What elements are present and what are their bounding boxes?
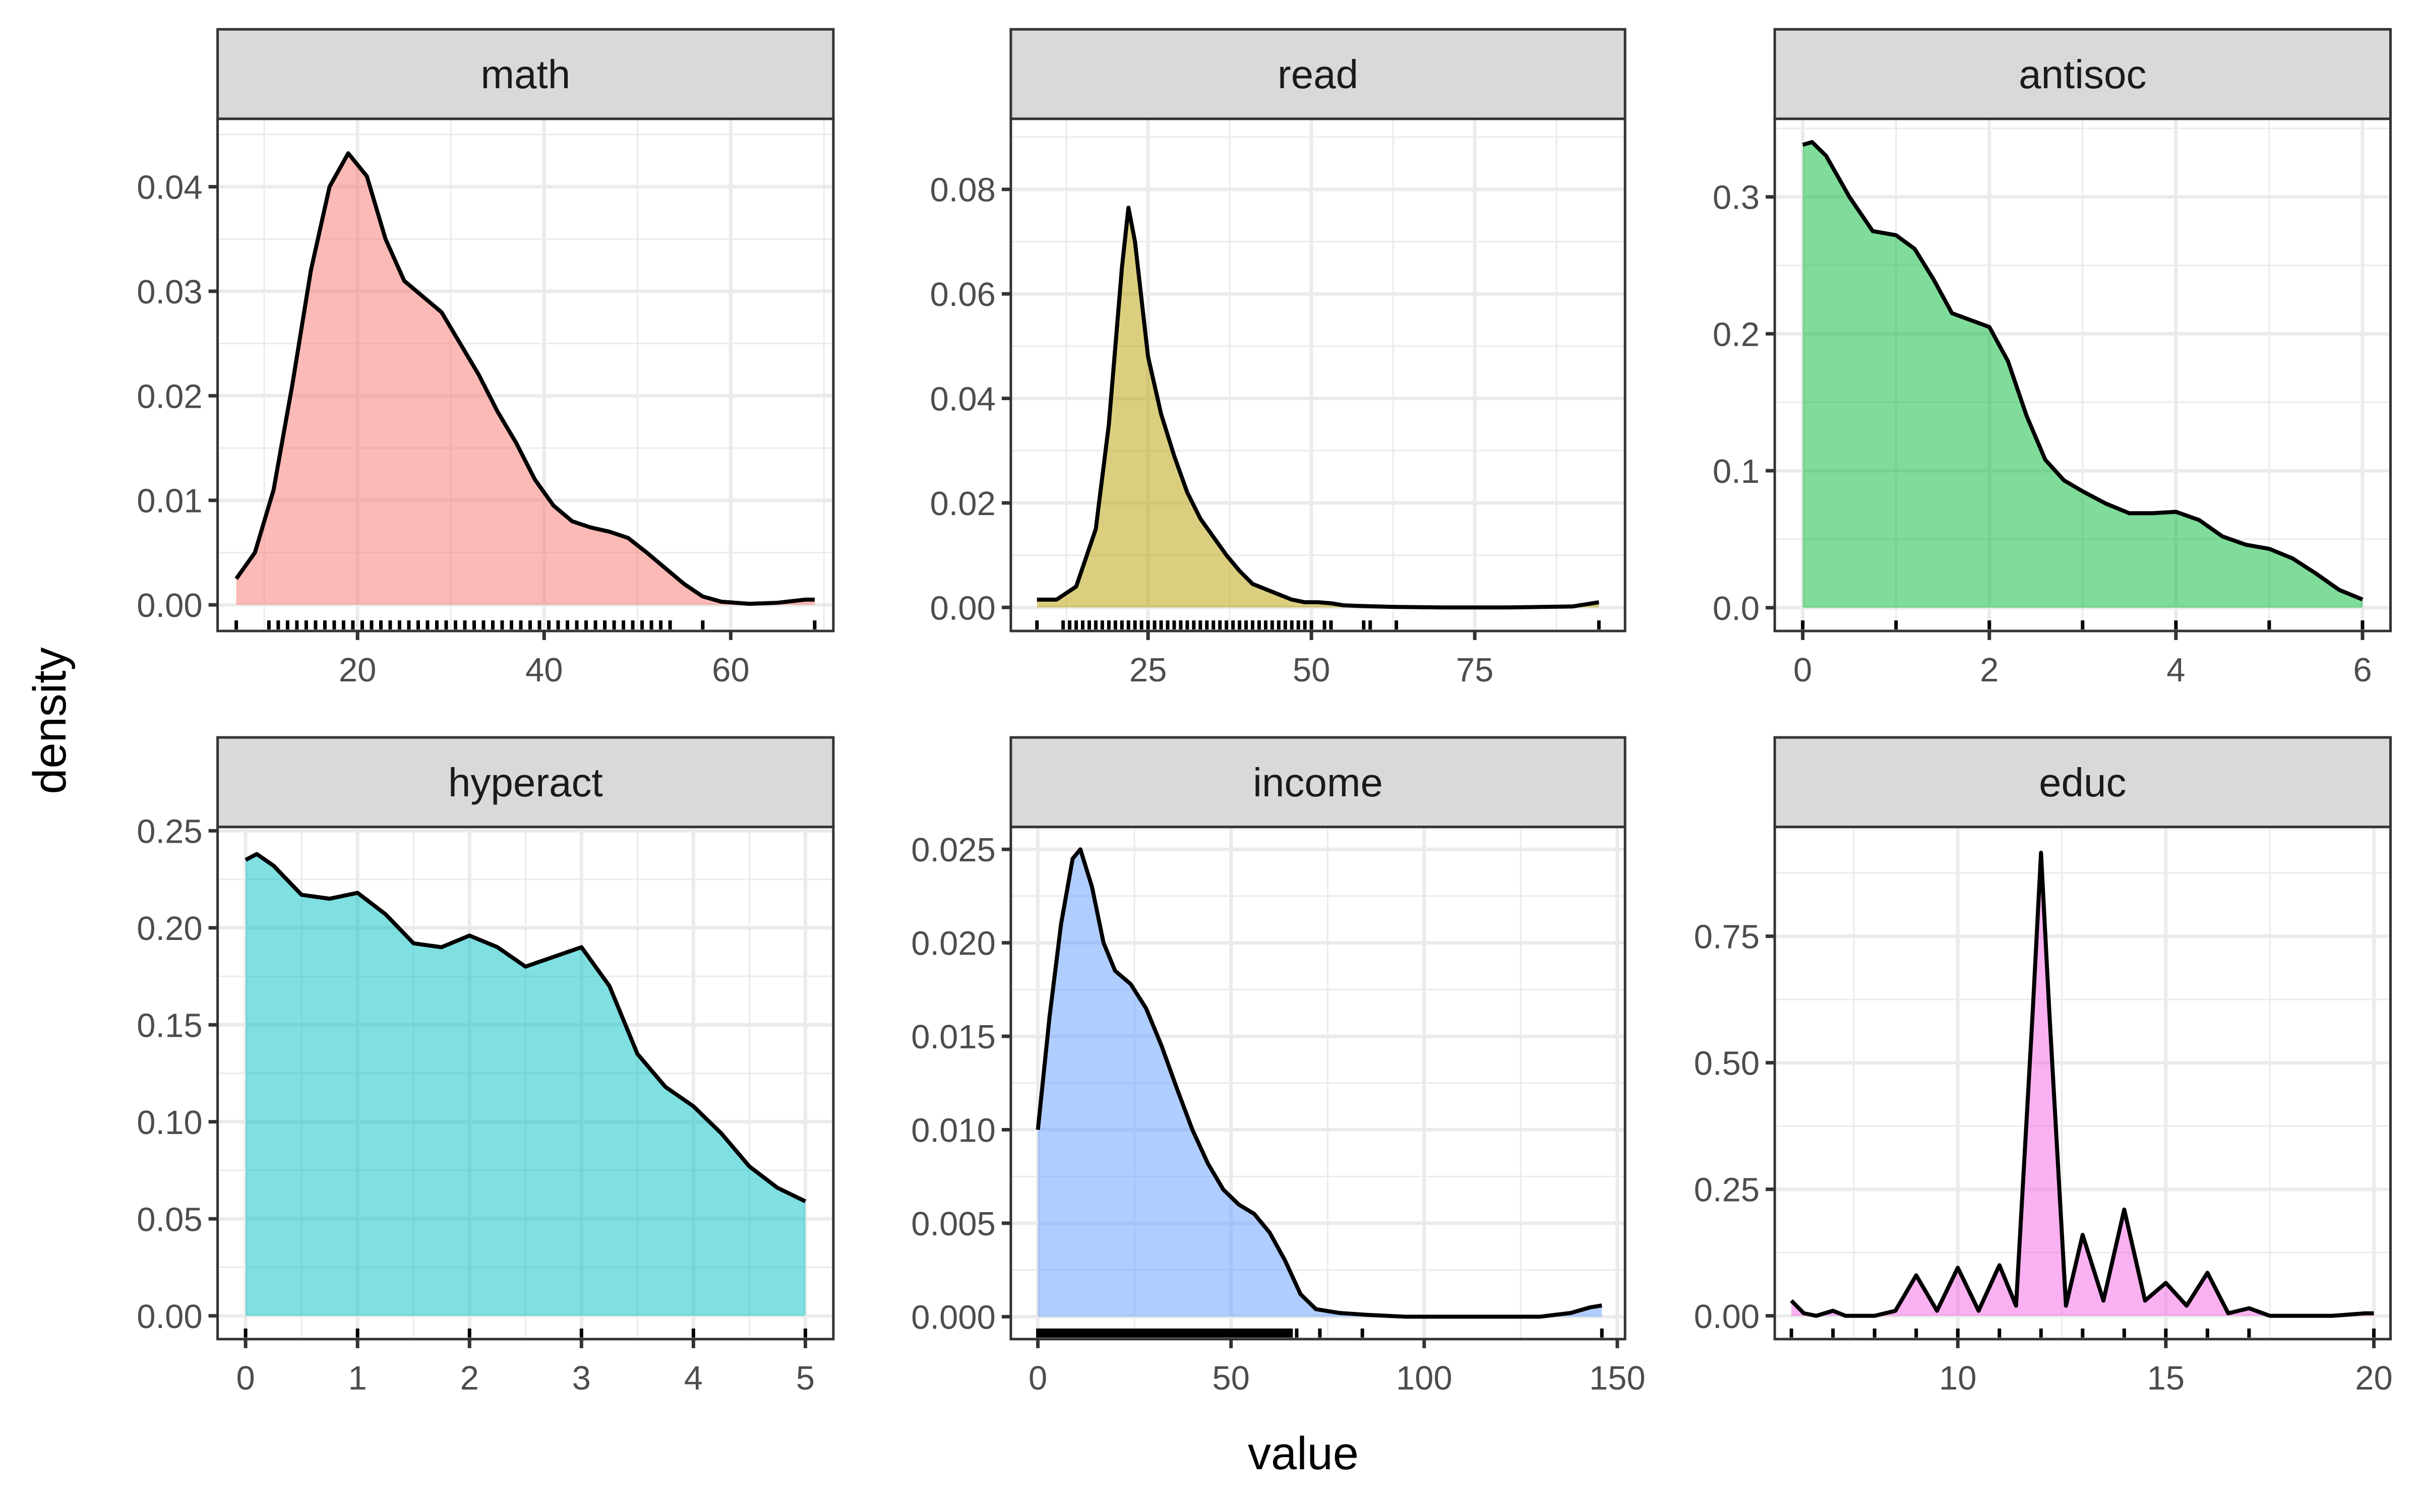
facet-strip [1009,736,1626,829]
facet-strip [1009,28,1626,120]
y-tick-label: 0.015 [911,1018,996,1056]
facet-strip-label: hyperact [448,760,603,805]
x-tick-label: 4 [684,1359,703,1397]
x-axis-title: value [1248,1428,1359,1479]
y-tick-label: 0.00 [930,589,996,627]
facet-strip-label: educ [2039,760,2126,805]
density-line-read [1037,205,1600,610]
x-tick-label: 50 [1293,651,1330,689]
x-tick-label: 2 [1980,651,1999,689]
density-area-antisoc [1802,142,2363,608]
y-tick-label: 0.3 [1713,179,1760,217]
panel-read: read 0.00 0.02 0.04 0.06 0.08 25 50 75 [930,28,1626,689]
x-tick-label: 20 [339,651,377,689]
y-tick-label: 0.05 [137,1201,202,1238]
panel-income: income 0.000 0.005 0.010 0.015 0.020 0.025 0 50 1… [911,736,1646,1397]
facet-strip [216,736,835,829]
y-tick-label: 0.04 [930,380,996,418]
facet-strip-label: math [480,52,570,97]
y-tick-label: 0.10 [137,1104,202,1142]
x-tick-label: 3 [572,1359,591,1397]
facet-strip-label: income [1253,760,1383,805]
y-tick-label: 0.00 [137,587,202,624]
y-tick-label: 0.025 [911,831,996,869]
y-tick-label: 0.1 [1713,453,1760,490]
x-tick-label: 5 [796,1359,815,1397]
y-tick-label: 0.02 [930,485,996,523]
y-tick-label: 0.2 [1713,316,1760,353]
y-tick-label: 0.00 [137,1298,202,1336]
density-line-educ [1790,850,2374,1318]
density-line-hyperact [245,852,807,1204]
x-tick-label: 60 [712,651,750,689]
x-tick-label: 25 [1129,651,1167,689]
y-tick-label: 0.03 [137,273,202,311]
panel-hyperact: hyperact 0.00 0.05 0.10 0.15 0.20 0.25 0 1 2 3 4 5 [137,736,835,1397]
x-tick-label: 75 [1456,651,1494,689]
y-tick-label: 0.20 [137,910,202,948]
y-tick-label: 0.02 [137,377,202,415]
x-tick-label: 0 [236,1359,255,1397]
y-tick-label: 0.04 [137,169,202,207]
y-tick-label: 0.020 [911,925,996,963]
y-tick-label: 0.01 [137,482,202,520]
facet-strip [1773,28,2392,120]
density-line-income [1036,847,1602,1319]
rug-dense-block [1038,1328,1293,1338]
facet-strip-label: antisoc [2019,52,2146,97]
y-axis-title: density [24,647,76,794]
y-tick-label: 0.15 [137,1006,202,1044]
y-tick-label: 0.005 [911,1205,996,1243]
y-tick-label: 0.25 [1694,1171,1760,1209]
y-tick-label: 0.50 [1694,1045,1760,1083]
density-area-read [1037,207,1599,608]
x-tick-label: 4 [2166,651,2185,689]
x-tick-label: 1 [348,1359,367,1397]
panel-educ: educ 0.00 0.25 0.50 0.75 10 15 20 [1694,736,2393,1397]
y-tick-label: 0.25 [137,812,202,850]
facet-strip [216,28,835,120]
y-tick-label: 0.00 [1694,1298,1760,1336]
x-tick-label: 150 [1589,1359,1646,1397]
x-tick-label: 6 [2353,651,2372,689]
y-tick-label: 0.75 [1694,918,1760,956]
density-line-math [234,151,815,606]
y-tick-label: 0.06 [930,276,996,313]
x-tick-label: 50 [1212,1359,1250,1397]
x-tick-label: 15 [2147,1359,2185,1397]
y-tick-label: 0.010 [911,1112,996,1150]
x-tick-label: 0 [1028,1359,1047,1397]
panel-math: math 0.00 0.01 0.02 0.03 0.04 20 40 60 [137,28,835,689]
density-area-math [236,153,815,605]
facet-strip-label: read [1278,52,1358,97]
x-tick-label: 40 [525,651,563,689]
y-tick-label: 0.000 [911,1298,996,1336]
density-line-antisoc [1802,140,2364,602]
facet-strip [1773,736,2392,829]
x-tick-label: 2 [460,1359,479,1397]
density-area-income [1038,849,1602,1317]
y-tick-label: 0.08 [930,171,996,209]
density-area-hyperact [246,854,806,1316]
x-tick-label: 0 [1793,651,1812,689]
x-tick-label: 20 [2355,1359,2393,1397]
y-tick-label: 0.0 [1713,590,1760,627]
x-tick-label: 10 [1939,1359,1977,1397]
x-tick-label: 100 [1396,1359,1453,1397]
panel-antisoc: antisoc 0.0 0.1 0.2 0.3 0 2 4 6 [1713,28,2392,689]
